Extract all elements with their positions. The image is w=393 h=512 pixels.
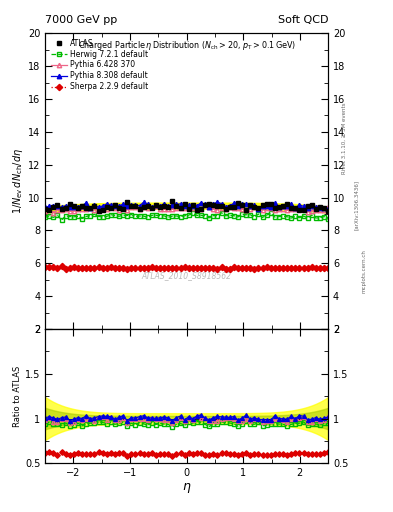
Pythia 8.308 default: [108, 202, 113, 208]
Pythia 8.308 default: [80, 203, 84, 209]
Line: Pythia 8.308 default: Pythia 8.308 default: [43, 200, 331, 211]
ATLAS: [170, 198, 174, 204]
Sherpa 2.2.9 default: [84, 265, 88, 271]
Sherpa 2.2.9 default: [133, 265, 138, 271]
Herwig 7.2.1 default: [59, 217, 64, 223]
Line: ATLAS: ATLAS: [43, 199, 331, 214]
Herwig 7.2.1 default: [84, 214, 88, 220]
Sherpa 2.2.9 default: [43, 264, 48, 270]
Herwig 7.2.1 default: [219, 210, 224, 216]
Sherpa 2.2.9 default: [59, 263, 64, 269]
ATLAS: [80, 203, 84, 209]
Pythia 8.308 default: [141, 199, 146, 205]
Text: [arXiv:1306.3436]: [arXiv:1306.3436]: [354, 180, 359, 230]
Text: ATLAS_2010_S8918562: ATLAS_2010_S8918562: [141, 271, 232, 280]
Text: Rivet 3.1.10, ≥ 3M events: Rivet 3.1.10, ≥ 3M events: [342, 102, 347, 174]
Herwig 7.2.1 default: [293, 213, 298, 219]
Herwig 7.2.1 default: [133, 214, 138, 220]
Pythia 6.428 370: [133, 204, 138, 210]
X-axis label: $\eta$: $\eta$: [182, 481, 191, 495]
Pythia 8.308 default: [129, 202, 134, 208]
Herwig 7.2.1 default: [112, 212, 117, 219]
Text: mcplots.cern.ch: mcplots.cern.ch: [362, 249, 367, 293]
Sherpa 2.2.9 default: [166, 265, 171, 271]
Pythia 8.308 default: [43, 204, 48, 210]
Pythia 6.428 370: [166, 206, 171, 212]
Herwig 7.2.1 default: [43, 215, 48, 221]
ATLAS: [326, 208, 331, 214]
Pythia 6.428 370: [207, 204, 211, 210]
Pythia 8.308 default: [326, 205, 331, 211]
Herwig 7.2.1 default: [326, 216, 331, 222]
Y-axis label: $1/N_{\rm ev}\,dN_{\rm ch}/d\eta$: $1/N_{\rm ev}\,dN_{\rm ch}/d\eta$: [11, 148, 25, 214]
ATLAS: [203, 202, 208, 208]
Pythia 8.308 default: [256, 206, 261, 212]
Sherpa 2.2.9 default: [228, 266, 232, 272]
Pythia 6.428 370: [293, 205, 298, 211]
Pythia 6.428 370: [51, 209, 56, 216]
Line: Sherpa 2.2.9 default: Sherpa 2.2.9 default: [43, 264, 331, 271]
Text: 7000 GeV pp: 7000 GeV pp: [45, 14, 118, 25]
Sherpa 2.2.9 default: [326, 265, 331, 271]
ATLAS: [129, 203, 134, 209]
Pythia 6.428 370: [326, 204, 331, 210]
Pythia 8.308 default: [166, 203, 171, 209]
Line: Pythia 6.428 370: Pythia 6.428 370: [43, 203, 331, 215]
Pythia 8.308 default: [293, 205, 298, 211]
Pythia 8.308 default: [203, 201, 208, 207]
Text: Soft QCD: Soft QCD: [278, 14, 328, 25]
Pythia 6.428 370: [84, 206, 88, 212]
Legend: ATLAS, Herwig 7.2.1 default, Pythia 6.428 370, Pythia 8.308 default, Sherpa 2.2.: ATLAS, Herwig 7.2.1 default, Pythia 6.42…: [48, 35, 152, 94]
ATLAS: [108, 205, 113, 211]
Pythia 6.428 370: [203, 202, 208, 208]
Line: Herwig 7.2.1 default: Herwig 7.2.1 default: [43, 210, 331, 222]
ATLAS: [289, 205, 294, 211]
Herwig 7.2.1 default: [166, 214, 171, 220]
Sherpa 2.2.9 default: [203, 265, 208, 271]
ATLAS: [43, 205, 48, 211]
ATLAS: [285, 201, 290, 207]
Sherpa 2.2.9 default: [112, 265, 117, 271]
Pythia 6.428 370: [112, 205, 117, 211]
Sherpa 2.2.9 default: [293, 265, 298, 271]
Pythia 6.428 370: [43, 208, 48, 214]
Herwig 7.2.1 default: [203, 212, 208, 219]
Text: Charged Particle$\,\eta\,$Distribution ($N_{\rm ch}>20,\,p_{\rm T}>0.1\,$GeV): Charged Particle$\,\eta\,$Distribution (…: [77, 39, 296, 52]
Y-axis label: Ratio to ATLAS: Ratio to ATLAS: [13, 366, 22, 427]
